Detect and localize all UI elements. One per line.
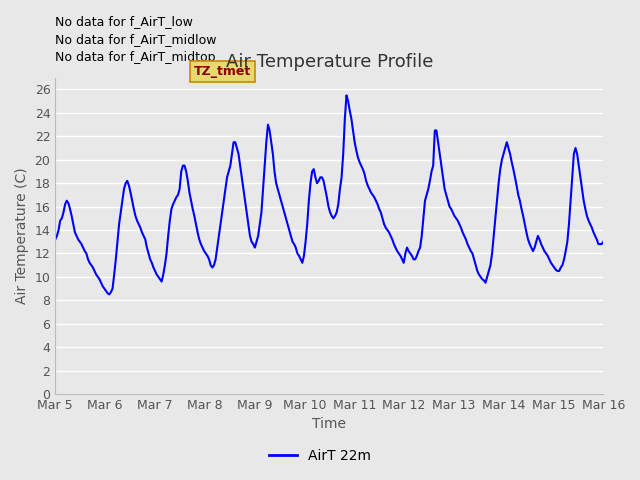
Text: No data for f_AirT_midlow: No data for f_AirT_midlow [55, 33, 217, 46]
Text: No data for f_AirT_midtop: No data for f_AirT_midtop [55, 51, 216, 64]
Legend: AirT 22m: AirT 22m [264, 443, 376, 468]
Title: Air Temperature Profile: Air Temperature Profile [226, 53, 433, 71]
Y-axis label: Air Temperature (C): Air Temperature (C) [15, 168, 29, 304]
Text: TZ_tmet: TZ_tmet [194, 65, 252, 78]
Text: No data for f_AirT_low: No data for f_AirT_low [55, 15, 193, 28]
X-axis label: Time: Time [312, 418, 346, 432]
